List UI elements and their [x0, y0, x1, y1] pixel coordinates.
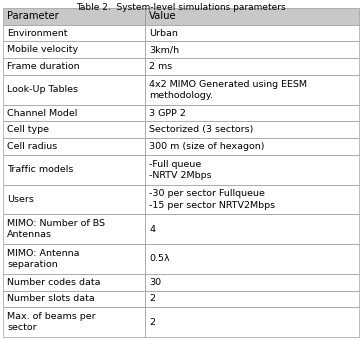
Text: Cell radius: Cell radius — [7, 142, 57, 151]
Text: -30 per sector Fullqueue
-15 per sector NRTV2Mbps: -30 per sector Fullqueue -15 per sector … — [150, 190, 275, 210]
Text: Look-Up Tables: Look-Up Tables — [7, 85, 78, 94]
Bar — [146, 8, 359, 25]
Text: Mobile velocity: Mobile velocity — [7, 45, 78, 54]
Bar — [3, 244, 146, 274]
Bar — [146, 121, 359, 138]
Text: -Full queue
-NRTV 2Mbps: -Full queue -NRTV 2Mbps — [150, 160, 212, 180]
Bar — [146, 105, 359, 121]
Bar — [3, 274, 146, 291]
Text: Value: Value — [150, 12, 177, 21]
Text: Environment: Environment — [7, 28, 67, 38]
Text: Sectorized (3 sectors): Sectorized (3 sectors) — [150, 125, 254, 134]
Bar — [3, 138, 146, 155]
Bar — [146, 41, 359, 58]
Bar — [3, 307, 146, 337]
Text: 2: 2 — [150, 294, 155, 303]
Bar — [3, 291, 146, 307]
Bar — [146, 25, 359, 41]
Bar — [146, 58, 359, 75]
Bar — [3, 58, 146, 75]
Bar — [146, 214, 359, 244]
Text: Traffic models: Traffic models — [7, 165, 73, 174]
Bar — [3, 184, 146, 214]
Text: MIMO: Number of BS
Antennas: MIMO: Number of BS Antennas — [7, 219, 105, 239]
Bar — [146, 244, 359, 274]
Bar — [146, 291, 359, 307]
Bar — [3, 121, 146, 138]
Text: Number slots data: Number slots data — [7, 294, 95, 303]
Text: Max. of beams per
sector: Max. of beams per sector — [7, 312, 96, 332]
Bar — [146, 184, 359, 214]
Bar — [146, 155, 359, 184]
Text: Channel Model: Channel Model — [7, 108, 77, 118]
Bar — [3, 25, 146, 41]
Text: Number codes data: Number codes data — [7, 278, 101, 287]
Text: 3 GPP 2: 3 GPP 2 — [150, 108, 186, 118]
Text: MIMO: Antenna
separation: MIMO: Antenna separation — [7, 249, 80, 269]
Text: 3km/h: 3km/h — [150, 45, 180, 54]
Text: Table 2.  System-level simulations parameters: Table 2. System-level simulations parame… — [76, 3, 286, 12]
Text: Cell type: Cell type — [7, 125, 49, 134]
Text: 4: 4 — [150, 225, 155, 234]
Text: Users: Users — [7, 195, 34, 204]
Text: 2 ms: 2 ms — [150, 62, 173, 71]
Bar — [3, 75, 146, 105]
Text: 300 m (size of hexagon): 300 m (size of hexagon) — [150, 142, 265, 151]
Bar — [146, 307, 359, 337]
Bar — [146, 75, 359, 105]
Bar — [146, 138, 359, 155]
Bar — [146, 274, 359, 291]
Bar — [3, 155, 146, 184]
Bar — [3, 41, 146, 58]
Text: 4x2 MIMO Generated using EESM
methodology.: 4x2 MIMO Generated using EESM methodolog… — [150, 80, 307, 100]
Bar — [3, 105, 146, 121]
Text: 2: 2 — [150, 318, 155, 327]
Text: Frame duration: Frame duration — [7, 62, 80, 71]
Text: Urban: Urban — [150, 28, 178, 38]
Bar — [3, 214, 146, 244]
Text: Parameter: Parameter — [7, 12, 59, 21]
Text: 30: 30 — [150, 278, 161, 287]
Text: 0.5λ: 0.5λ — [150, 255, 170, 263]
Bar — [3, 8, 146, 25]
